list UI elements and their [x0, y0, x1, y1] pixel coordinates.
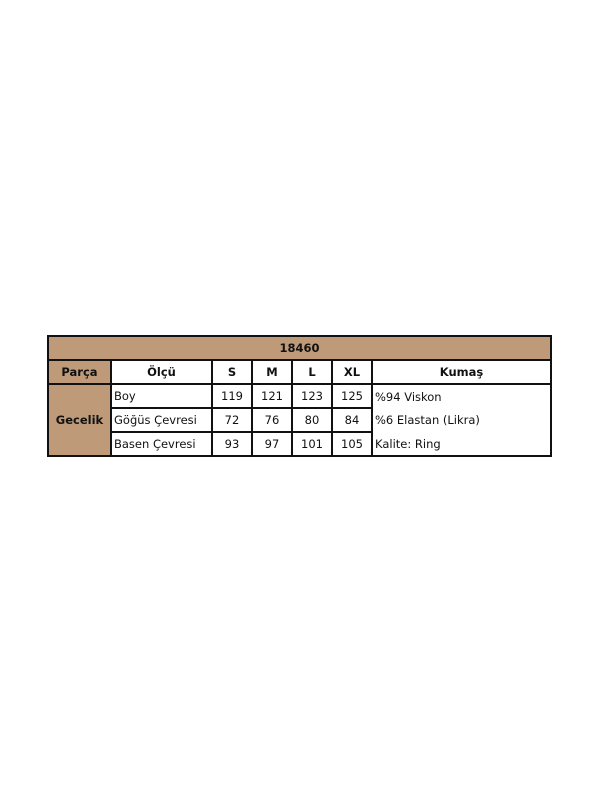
fabric-line: %94 Viskon: [370, 383, 553, 408]
value-m: 121: [251, 383, 293, 409]
header-part: Parça: [47, 359, 112, 385]
value-m: 97: [251, 431, 293, 457]
product-code: 18460: [46, 335, 553, 361]
table-row: Göğüs Çevresi 72 76 80 84 %6 Elastan (Li…: [48, 407, 553, 433]
table-row: Gecelik Boy 119 121 123 125 %94 Viskon: [47, 383, 553, 457]
size-chart-table: 18460 Parça Ölçü S M L XL Kumaş Gecelik …: [46, 335, 553, 457]
value-s: 72: [211, 407, 253, 433]
measure-name: Basen Çevresi: [110, 431, 213, 457]
header-row: Parça Ölçü S M L XL Kumaş: [47, 359, 553, 385]
value-xl: 84: [331, 407, 373, 433]
value-l: 101: [291, 431, 333, 457]
part-name: Gecelik: [47, 383, 112, 457]
fabric-line: %6 Elastan (Likra): [370, 408, 553, 432]
header-measure: Ölçü: [110, 359, 213, 385]
table-row: Basen Çevresi 93 97 101 105 Kalite: Ring: [48, 431, 553, 457]
value-m: 76: [251, 407, 293, 433]
value-s: 119: [211, 383, 253, 409]
value-l: 80: [291, 407, 333, 433]
value-s: 93: [211, 431, 253, 457]
value-l: 123: [291, 383, 333, 409]
value-xl: 105: [331, 431, 373, 457]
header-l: L: [291, 359, 333, 385]
title-row: 18460: [46, 335, 553, 361]
header-fabric: Kumaş: [370, 359, 553, 385]
value-xl: 125: [331, 383, 373, 409]
measure-name: Göğüs Çevresi: [110, 407, 213, 433]
measure-name: Boy: [110, 383, 213, 409]
header-xl: XL: [331, 359, 373, 385]
fabric-line: Kalite: Ring: [370, 432, 553, 457]
header-s: S: [211, 359, 253, 385]
header-m: M: [251, 359, 293, 385]
